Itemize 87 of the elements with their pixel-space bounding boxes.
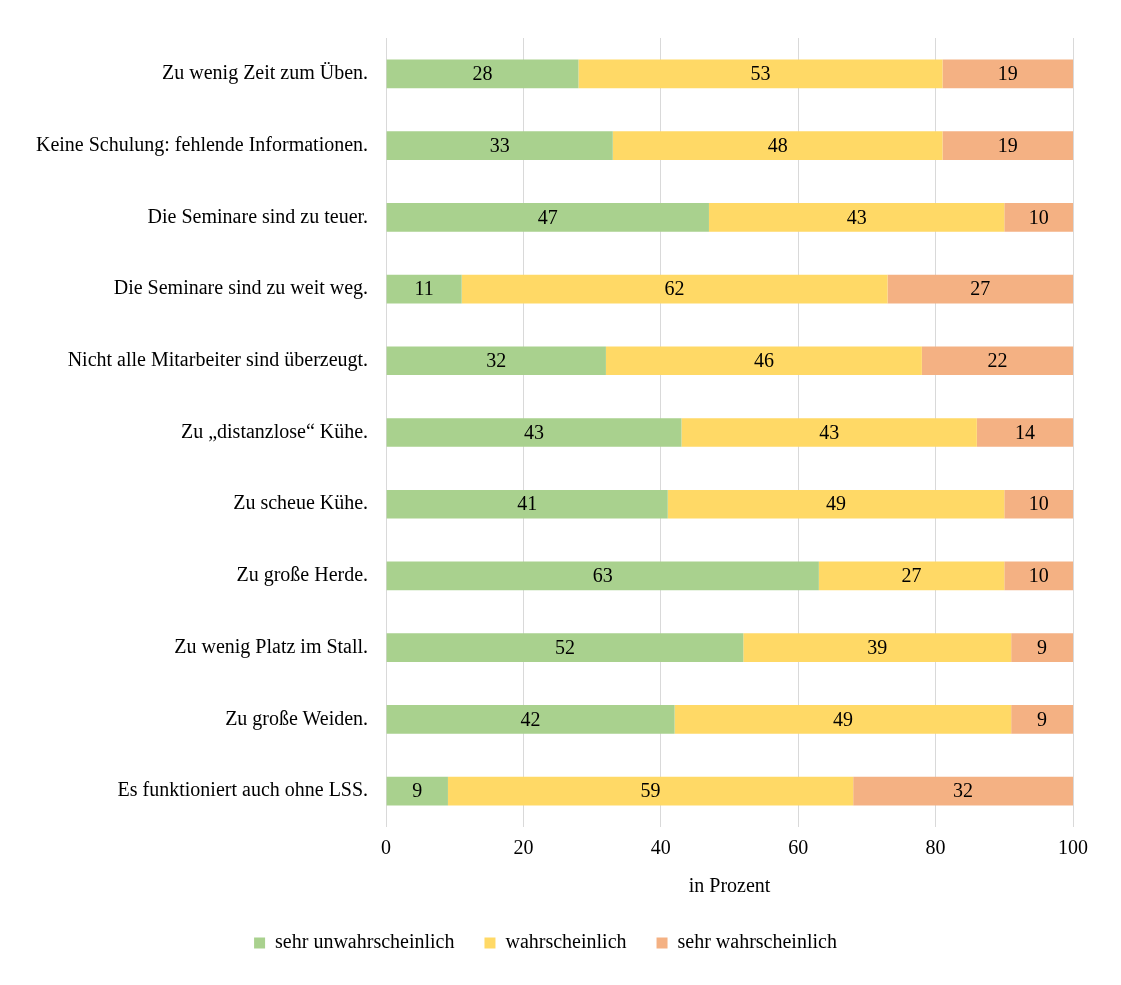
x-tick-label: 20 [513, 836, 534, 859]
bar [605, 346, 922, 376]
y-tick-label: Die Seminare sind zu teuer. [147, 204, 369, 227]
x-tick-label: 80 [925, 836, 946, 859]
data-label: 53 [750, 62, 771, 85]
bar [386, 202, 709, 232]
data-label: 9 [1037, 707, 1048, 730]
data-label: 39 [867, 635, 888, 658]
bar [976, 418, 1073, 447]
bar [386, 418, 682, 447]
bar [942, 59, 1073, 89]
data-label: 10 [1028, 492, 1049, 515]
y-tick-label: Die Seminare sind zu weit weg. [113, 276, 369, 300]
data-label: 63 [592, 564, 613, 587]
y-tick-label: Keine Schulung: fehlende Informationen. [35, 132, 369, 156]
data-label: 19 [997, 133, 1018, 156]
bar [1011, 633, 1073, 663]
x-tick-label: 100 [1058, 836, 1088, 859]
data-label: 62 [664, 277, 685, 300]
bar [386, 346, 606, 376]
data-label: 32 [953, 779, 974, 802]
y-tick-label: Zu große Weiden. [225, 706, 369, 730]
bar [386, 131, 613, 160]
bar [386, 59, 579, 89]
bar [612, 131, 943, 160]
bar [461, 274, 888, 304]
y-tick-label: Zu „distanzlose“ Kühe. [180, 419, 369, 442]
data-label: 10 [1028, 564, 1049, 587]
data-label: 52 [554, 635, 575, 658]
data-label: 22 [987, 349, 1008, 372]
x-tick-label: 0 [381, 836, 392, 859]
data-label: 43 [846, 205, 867, 228]
data-label: 49 [826, 492, 847, 515]
y-tick-label: Nicht alle Mitarbeiter sind überzeugt. [67, 348, 369, 372]
bar [818, 561, 1005, 591]
data-label: 9 [412, 779, 423, 802]
x-tick-label: 40 [650, 836, 671, 859]
data-label: 48 [767, 133, 788, 156]
data-label: 59 [640, 779, 661, 802]
bar [1004, 561, 1073, 591]
bar [887, 274, 1073, 304]
y-tick-label: Zu große Herde. [236, 563, 369, 587]
bar [667, 489, 1005, 519]
bar [708, 202, 1005, 232]
bar [681, 418, 977, 447]
bar [1011, 705, 1073, 734]
bar [674, 705, 1012, 734]
bar [386, 274, 462, 304]
legend-label: sehr wahrscheinlich [677, 930, 837, 953]
data-label: 49 [832, 707, 853, 730]
data-label: 11 [414, 277, 434, 300]
bar [853, 776, 1073, 806]
data-label: 9 [1037, 635, 1048, 658]
bar [386, 705, 675, 734]
bar [743, 633, 1012, 663]
x-tick-label: 60 [788, 836, 809, 859]
y-tick-label: Es funktioniert auch ohne LSS. [117, 778, 369, 801]
data-label: 10 [1028, 205, 1049, 228]
bar [386, 561, 819, 591]
data-label: 14 [1014, 420, 1035, 443]
data-label: 43 [819, 420, 840, 443]
data-label: 33 [489, 133, 510, 156]
data-label: 27 [970, 277, 991, 300]
bar [942, 131, 1073, 160]
legend-label: wahrscheinlich [505, 930, 627, 953]
data-label: 43 [524, 420, 545, 443]
y-tick-label: Zu wenig Zeit zum Üben. [162, 61, 369, 85]
y-tick-label: Zu wenig Platz im Stall. [174, 634, 369, 658]
bar [921, 346, 1073, 376]
bar [386, 776, 448, 806]
data-label: 28 [472, 62, 493, 85]
data-label: 47 [537, 205, 558, 228]
bar [1004, 202, 1073, 232]
bar [1004, 489, 1073, 519]
bar [578, 59, 943, 89]
y-tick-label: Zu scheue Kühe. [233, 491, 369, 514]
data-label: 41 [517, 492, 538, 515]
bar [447, 776, 854, 806]
data-label: 42 [520, 707, 541, 730]
data-label: 32 [486, 349, 507, 372]
bar [386, 633, 744, 663]
data-label: 27 [901, 564, 922, 587]
data-label: 19 [997, 62, 1018, 85]
data-label: 46 [753, 349, 774, 372]
legend-label: sehr unwahrscheinlich [275, 930, 455, 953]
bar [386, 489, 668, 519]
x-axis-title: in Prozent [688, 874, 771, 897]
